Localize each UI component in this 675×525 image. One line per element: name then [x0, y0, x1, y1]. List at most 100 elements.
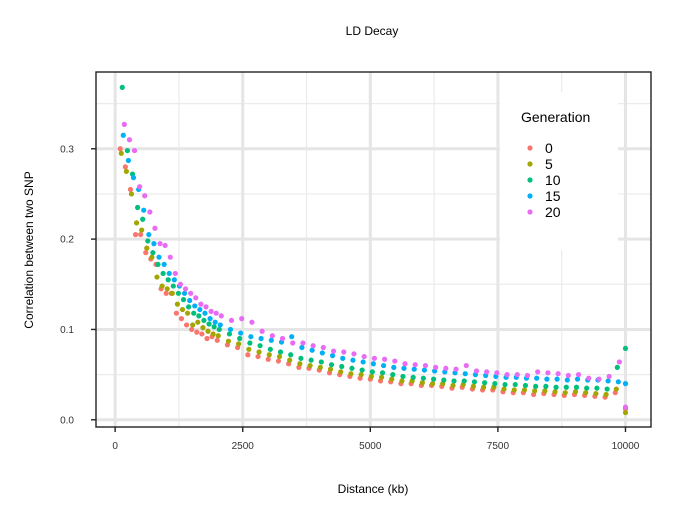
- data-point-gen-5: [399, 378, 405, 384]
- data-point-gen-15: [156, 254, 162, 260]
- data-point-gen-5: [246, 346, 252, 352]
- data-point-gen-0: [178, 316, 185, 322]
- data-point-gen-20: [606, 373, 612, 380]
- data-point-gen-20: [182, 286, 189, 292]
- data-point-gen-20: [504, 372, 510, 378]
- data-point-gen-15: [622, 381, 629, 387]
- data-point-gen-20: [622, 404, 629, 410]
- x-tick-label: 5000: [359, 441, 382, 452]
- data-point-gen-20: [463, 362, 469, 369]
- data-point-gen-0: [138, 231, 144, 238]
- data-point-gen-0: [255, 353, 261, 360]
- data-point-gen-0: [189, 326, 195, 333]
- data-point-gen-10: [614, 364, 620, 370]
- chart-title: LD Decay: [346, 24, 399, 38]
- data-point-gen-15: [605, 378, 611, 384]
- legend-key-gen-0: [527, 145, 533, 151]
- data-point-gen-15: [340, 355, 346, 361]
- data-point-gen-20: [269, 333, 275, 339]
- data-point-gen-15: [130, 175, 137, 181]
- data-point-gen-0: [204, 335, 210, 342]
- data-point-gen-15: [319, 350, 325, 356]
- data-point-gen-5: [149, 254, 155, 260]
- data-point-gen-10: [124, 147, 130, 154]
- data-point-gen-10: [430, 376, 437, 382]
- data-point-gen-20: [422, 362, 429, 369]
- plot-panel-border: [95, 71, 652, 428]
- data-point-gen-5: [593, 390, 599, 397]
- legend-key-gen-5: [527, 161, 533, 167]
- data-point-gen-10: [390, 372, 396, 378]
- data-point-gen-20: [484, 369, 490, 375]
- data-point-gen-20: [575, 372, 582, 378]
- data-point-gen-0: [199, 331, 205, 337]
- data-point-gen-5: [256, 349, 262, 355]
- data-point-gen-5: [368, 373, 374, 380]
- data-point-gen-15: [202, 310, 208, 316]
- data-point-gen-20: [290, 340, 296, 346]
- data-point-gen-20: [320, 344, 326, 351]
- data-point-gen-5: [139, 227, 145, 233]
- y-tick-label: 0.1: [60, 325, 74, 336]
- data-point-gen-5: [429, 381, 436, 387]
- data-point-gen-5: [552, 389, 558, 395]
- data-point-gen-20: [131, 147, 138, 154]
- data-point-gen-15: [411, 366, 417, 372]
- data-point-gen-15: [125, 157, 132, 164]
- x-tick-label: 7500: [487, 441, 510, 452]
- data-point-gen-0: [163, 290, 169, 296]
- data-point-gen-20: [555, 371, 561, 377]
- data-point-gen-15: [171, 277, 177, 283]
- grid: [96, 72, 651, 427]
- data-point-gen-10: [155, 261, 161, 268]
- data-point-gen-20: [172, 270, 178, 277]
- data-point-gen-15: [217, 322, 223, 328]
- data-point-gen-5: [378, 374, 385, 380]
- data-point-gen-10: [145, 238, 151, 244]
- data-point-gen-15: [248, 334, 254, 340]
- legend-key-gen-20: [527, 209, 533, 215]
- data-point-gen-20: [473, 368, 480, 374]
- data-point-gen-15: [615, 379, 621, 385]
- legend-label-gen-5: 5: [545, 156, 553, 172]
- data-point-gen-10: [277, 349, 284, 355]
- data-point-gen-20: [208, 308, 214, 314]
- data-point-gen-10: [206, 321, 212, 327]
- data-point-gen-10: [180, 297, 187, 303]
- data-point-gen-10: [170, 283, 176, 289]
- legend-label-gen-10: 10: [545, 172, 561, 188]
- data-point-gen-5: [210, 331, 216, 337]
- legend-key-gen-10: [527, 177, 533, 183]
- data-point-gen-5: [583, 390, 589, 396]
- data-point-gen-20: [213, 310, 219, 316]
- legend-label-gen-15: 15: [545, 188, 561, 204]
- data-point-gen-15: [574, 376, 581, 382]
- data-point-gen-20: [586, 375, 592, 381]
- y-tick-label: 0.3: [60, 144, 74, 155]
- data-point-gen-5: [287, 357, 293, 363]
- data-point-gen-15: [534, 375, 540, 381]
- data-point-gen-15: [192, 303, 198, 309]
- data-point-gen-15: [258, 335, 264, 342]
- data-point-gen-10: [512, 381, 518, 388]
- data-point-gen-15: [544, 376, 550, 382]
- data-point-gen-5: [144, 245, 150, 251]
- legend-title: Generation: [521, 109, 590, 125]
- data-point-gen-20: [616, 359, 622, 365]
- data-point-gen-10: [543, 383, 549, 389]
- data-point-gen-0: [132, 231, 139, 238]
- data-point-gen-5: [613, 386, 619, 392]
- data-point-gen-20: [198, 301, 204, 307]
- data-point-gen-15: [227, 326, 234, 333]
- data-point-gen-20: [177, 281, 184, 287]
- data-point-gen-10: [308, 357, 314, 363]
- data-point-gen-0: [194, 329, 200, 335]
- data-point-gen-20: [453, 366, 459, 372]
- data-point-gen-5: [123, 168, 129, 174]
- data-point-gen-20: [167, 254, 173, 260]
- data-point-gen-20: [565, 372, 571, 379]
- data-point-gen-15: [309, 347, 315, 353]
- data-points: [117, 84, 629, 416]
